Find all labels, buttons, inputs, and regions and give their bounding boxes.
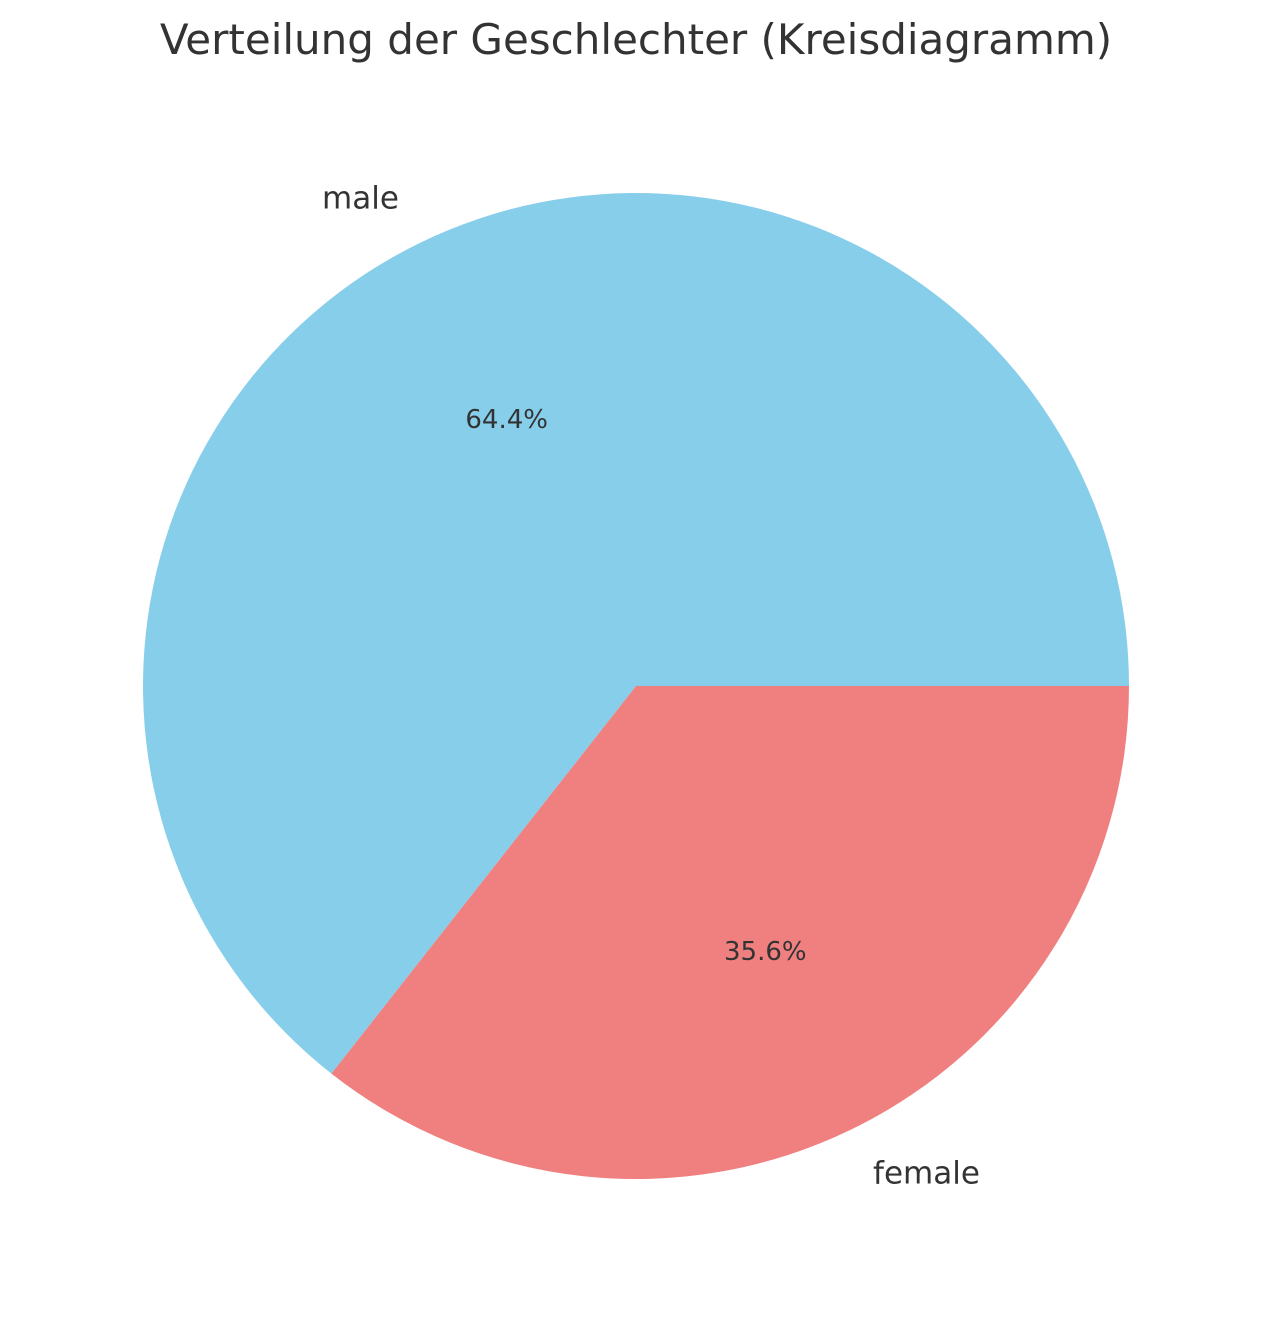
pie-slice-male <box>142 192 1130 1074</box>
slice-percent-female: 35.6% <box>724 937 807 967</box>
pie-labels: male 64.4% female 35.6% <box>322 180 980 1191</box>
pie-slices <box>142 192 1130 1179</box>
slice-label-female: female <box>873 1156 980 1192</box>
pie-slice-female <box>331 686 1129 1179</box>
slice-label-male: male <box>322 180 399 216</box>
slice-percent-male: 64.4% <box>465 405 548 435</box>
chart-title: Verteilung der Geschlechter (Kreisdiagra… <box>160 15 1112 64</box>
